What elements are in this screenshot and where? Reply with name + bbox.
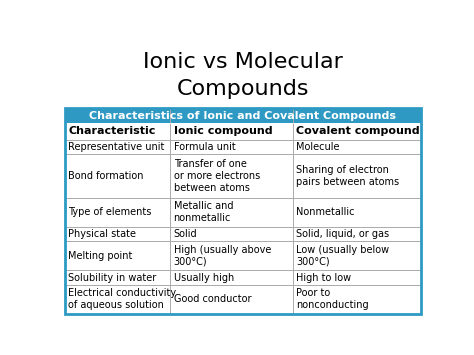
FancyBboxPatch shape bbox=[65, 285, 421, 314]
Text: Ionic compound: Ionic compound bbox=[173, 126, 272, 136]
Text: High (usually above
300°C): High (usually above 300°C) bbox=[173, 245, 271, 267]
Text: Molecule: Molecule bbox=[296, 142, 340, 152]
Text: Characteristic: Characteristic bbox=[68, 126, 156, 136]
Text: Usually high: Usually high bbox=[173, 273, 234, 283]
FancyBboxPatch shape bbox=[65, 140, 421, 154]
FancyBboxPatch shape bbox=[65, 123, 421, 140]
Text: Physical state: Physical state bbox=[68, 229, 137, 239]
Text: Formula unit: Formula unit bbox=[173, 142, 235, 152]
Text: Characteristics of Ionic and Covalent Compounds: Characteristics of Ionic and Covalent Co… bbox=[90, 111, 396, 121]
Text: Sharing of electron
pairs between atoms: Sharing of electron pairs between atoms bbox=[296, 165, 400, 187]
Text: Ionic vs Molecular
Compounds: Ionic vs Molecular Compounds bbox=[143, 52, 343, 99]
Text: Solid: Solid bbox=[173, 229, 197, 239]
Text: Bond formation: Bond formation bbox=[68, 171, 144, 181]
Text: Transfer of one
or more electrons
between atoms: Transfer of one or more electrons betwee… bbox=[173, 159, 260, 193]
Text: Type of elements: Type of elements bbox=[68, 207, 152, 217]
Text: Low (usually below
300°C): Low (usually below 300°C) bbox=[296, 245, 390, 267]
Text: Covalent compound: Covalent compound bbox=[296, 126, 420, 136]
Text: Good conductor: Good conductor bbox=[173, 294, 251, 304]
Text: Electrical conductivity
of aqueous solution: Electrical conductivity of aqueous solut… bbox=[68, 288, 176, 310]
Text: Solubility in water: Solubility in water bbox=[68, 273, 157, 283]
FancyBboxPatch shape bbox=[65, 198, 421, 227]
FancyBboxPatch shape bbox=[65, 227, 421, 241]
Text: Poor to
nonconducting: Poor to nonconducting bbox=[296, 288, 369, 310]
FancyBboxPatch shape bbox=[65, 270, 421, 285]
FancyBboxPatch shape bbox=[65, 108, 421, 123]
Text: Representative unit: Representative unit bbox=[68, 142, 165, 152]
Text: Metallic and
nonmetallic: Metallic and nonmetallic bbox=[173, 201, 233, 223]
Text: Solid, liquid, or gas: Solid, liquid, or gas bbox=[296, 229, 390, 239]
FancyBboxPatch shape bbox=[65, 154, 421, 198]
Text: High to low: High to low bbox=[296, 273, 352, 283]
FancyBboxPatch shape bbox=[65, 241, 421, 270]
Text: Nonmetallic: Nonmetallic bbox=[296, 207, 355, 217]
Text: Melting point: Melting point bbox=[68, 251, 133, 261]
